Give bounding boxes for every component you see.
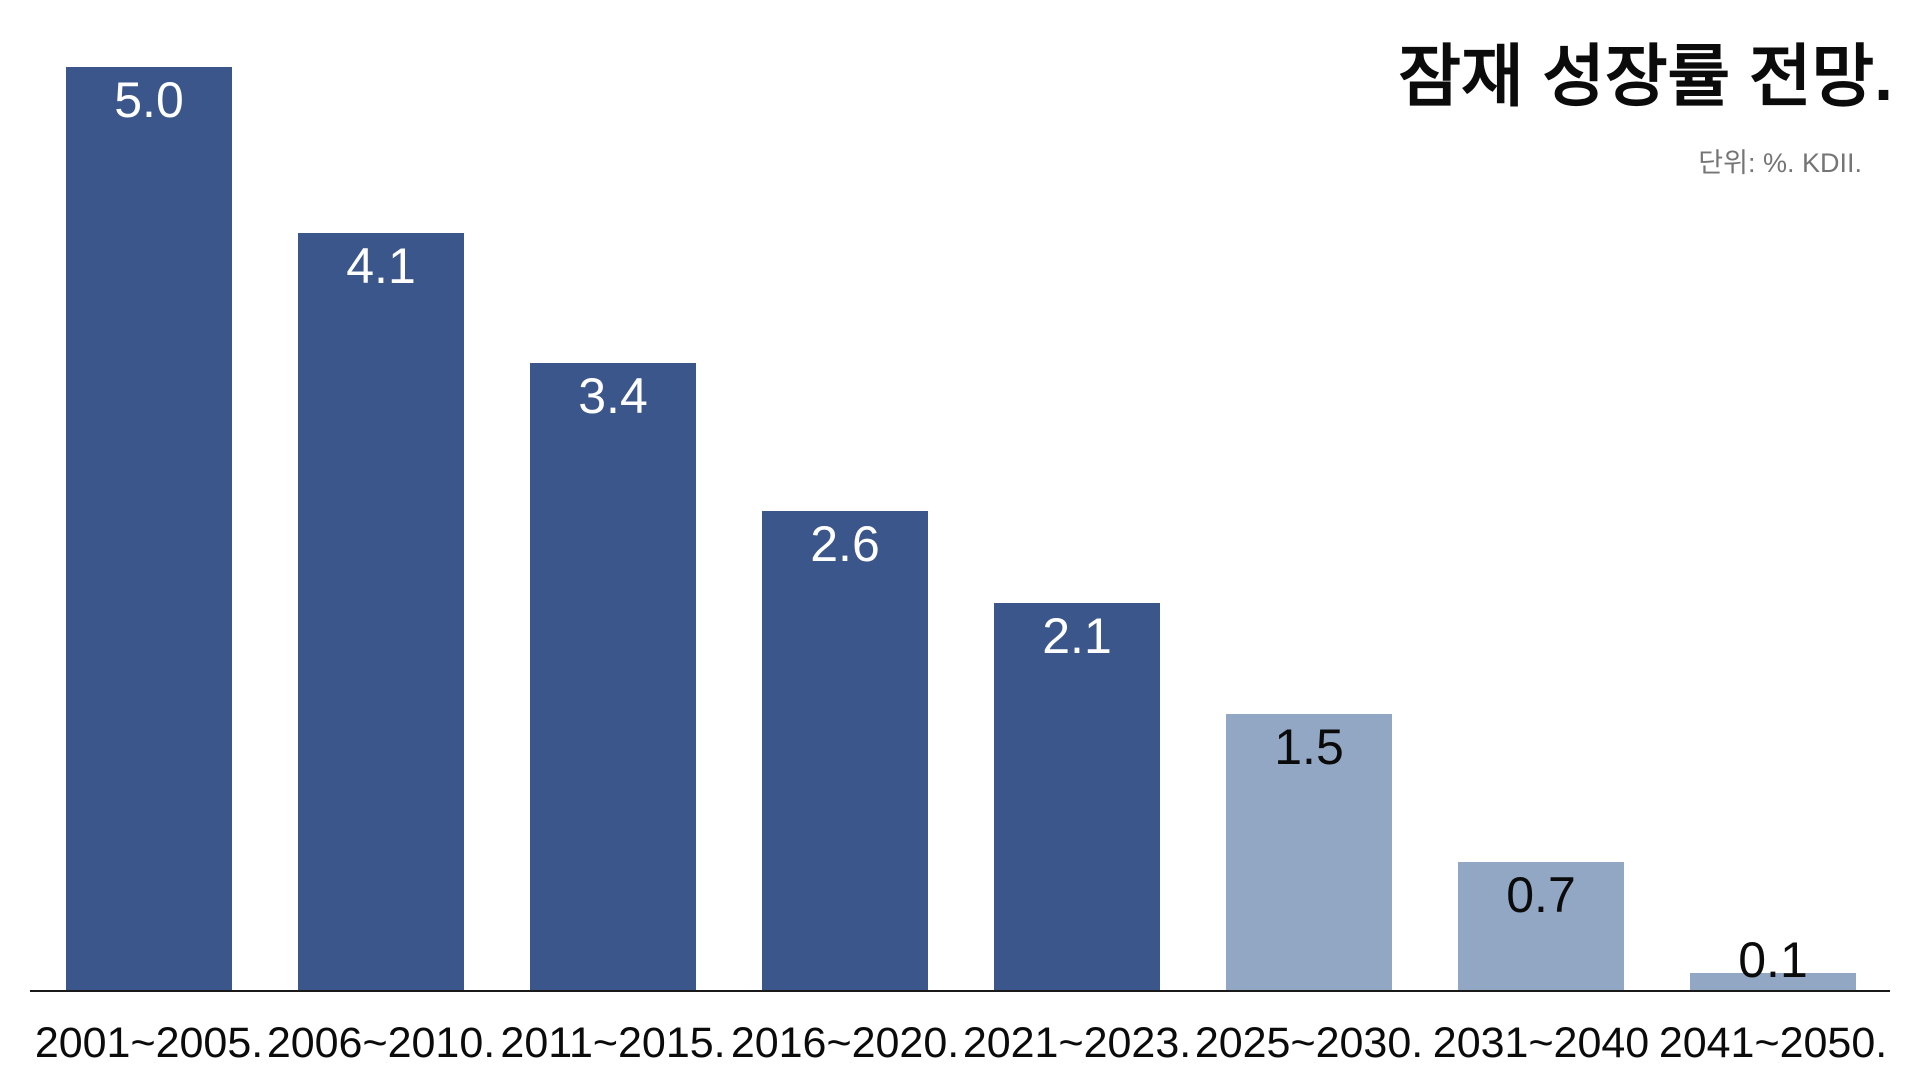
x-axis-label: 2016~2020. [730, 1019, 960, 1067]
bar [66, 67, 232, 991]
bar-value-label: 2.1 [1042, 608, 1112, 664]
bar-value-label: 2.6 [810, 516, 880, 572]
bar-value-label: 0.7 [1506, 867, 1576, 923]
x-axis-label: 2041~2050. [1658, 1019, 1888, 1067]
bar-value-label: 4.1 [346, 238, 416, 294]
chart-title: 잠재 성장률 전망. [1398, 39, 1893, 115]
bar-value-label: 5.0 [114, 72, 184, 128]
bar-value-label: 0.1 [1738, 932, 1808, 988]
bar-value-label: 1.5 [1274, 719, 1344, 775]
x-axis-label: 2001~2005. [34, 1019, 264, 1067]
bar [1458, 862, 1624, 991]
x-axis-label: 2006~2010. [266, 1019, 496, 1067]
x-axis-label: 2011~2015. [500, 1019, 726, 1067]
x-axis-label: 2025~2030. [1194, 1019, 1424, 1067]
x-axis-label: 2031~2040 [1432, 1019, 1650, 1067]
bar [762, 511, 928, 991]
bar [1690, 973, 1856, 991]
bar [530, 363, 696, 991]
bar [298, 233, 464, 991]
x-axis-line [30, 990, 1890, 992]
chart-unit-source: 단위: %. KDII. [1698, 148, 1862, 178]
bar [994, 603, 1160, 991]
x-axis-label: 2021~2023. [962, 1019, 1192, 1067]
bar [1226, 714, 1392, 991]
bar-value-label: 3.4 [578, 368, 648, 424]
